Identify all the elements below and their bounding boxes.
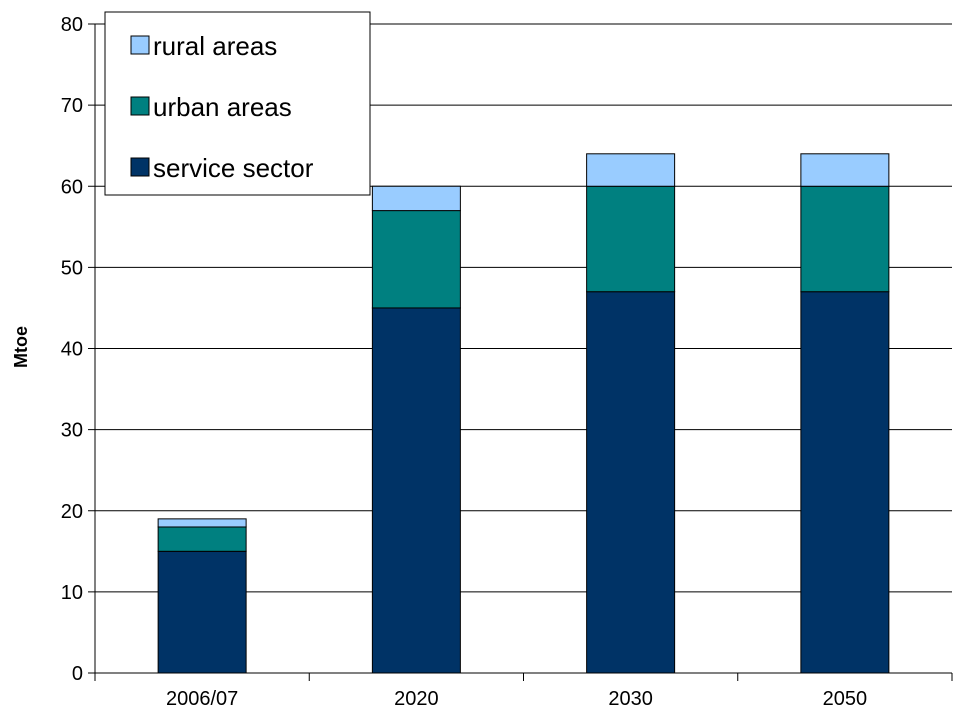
legend: rural areas urban areas service sector	[104, 11, 371, 196]
bar-service-sector-2030	[586, 291, 676, 674]
y-tick-label: 60	[61, 176, 83, 198]
bar-urban-areas-2020	[371, 210, 461, 309]
y-tick-labels: 0 10 20 30 40 50 60 70 80	[61, 14, 83, 685]
bar-service-sector-2050	[800, 291, 890, 674]
legend-label-rural-areas: rural areas	[153, 31, 277, 61]
bar-urban-areas-2030	[586, 185, 676, 293]
legend-swatch-rural-areas	[130, 35, 150, 55]
y-tick-label: 40	[61, 339, 83, 361]
bar-service-sector-2006-07	[157, 550, 247, 674]
legend-label-service-sector: service sector	[153, 153, 314, 183]
y-tick-label: 30	[61, 420, 83, 442]
x-tick-label: 2020	[394, 688, 439, 710]
legend-label-urban-areas: urban areas	[153, 92, 292, 122]
bar-urban-areas-2006-07	[157, 526, 247, 552]
axes	[88, 23, 953, 681]
bar-rural-areas-2020	[371, 185, 461, 212]
x-tick-label: 2050	[823, 688, 868, 710]
bars	[157, 153, 890, 674]
x-tick-label: 2006/07	[166, 688, 238, 710]
bar-urban-areas-2050	[800, 185, 890, 293]
y-axis-title: Mtoe	[11, 326, 31, 368]
y-tick-label: 80	[61, 14, 83, 36]
y-tick-label: 10	[61, 582, 83, 604]
y-tick-label: 70	[61, 95, 83, 117]
bar-rural-areas-2030	[586, 153, 676, 187]
x-tick-label: 2030	[608, 688, 653, 710]
bar-service-sector-2020	[371, 307, 461, 674]
bar-rural-areas-2006-07	[157, 518, 247, 528]
y-tick-label: 50	[61, 257, 83, 279]
legend-swatch-service-sector	[130, 157, 150, 177]
legend-swatch-urban-areas	[130, 96, 150, 116]
y-tick-label: 0	[72, 663, 83, 685]
y-tick-label: 20	[61, 501, 83, 523]
bar-rural-areas-2050	[800, 153, 890, 187]
x-tick-labels: 2006/07 2020 2030 2050	[166, 688, 867, 710]
